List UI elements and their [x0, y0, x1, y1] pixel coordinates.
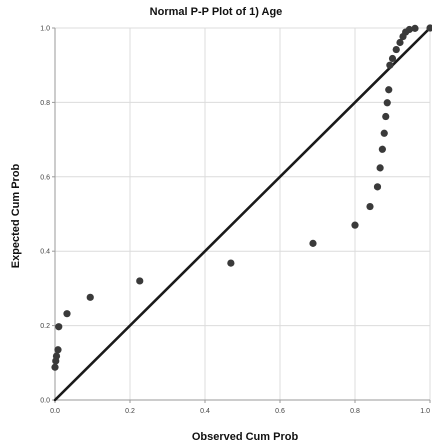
grid-lines	[55, 27, 431, 400]
x-tick-label-3: 0.6	[275, 408, 285, 415]
x-tick-label-4: 0.8	[350, 408, 360, 415]
axes	[54, 28, 430, 401]
y-tick-label-5: 1.0	[40, 26, 50, 33]
tick-labels: 0.0 0.2 0.4 0.6 0.8 1.0 0.0 0.2 0.4 0.6 0.8 1.0	[40, 26, 431, 415]
data-point-12	[373, 183, 382, 191]
x-tick-label-5: 1.0	[420, 408, 430, 415]
data-point-20	[388, 54, 397, 63]
data-point-18	[385, 86, 393, 94]
y-tick-label-3: 0.6	[40, 174, 50, 181]
y-tick-label-1: 0.2	[40, 323, 50, 330]
y-axis-label: Expected Cum Prob	[10, 163, 22, 268]
data-point-25	[405, 25, 413, 34]
x-tick-label-0: 0.0	[50, 408, 60, 415]
data-point-13	[376, 164, 384, 172]
data-points	[51, 24, 432, 371]
data-point-16	[382, 112, 390, 121]
reference-line-group	[53, 26, 432, 402]
y-tick-label-0: 0.0	[40, 398, 50, 405]
data-point-14	[378, 145, 386, 153]
data-point-8	[227, 259, 235, 267]
data-point-10	[351, 221, 359, 229]
x-tick-label-2: 0.4	[200, 408, 210, 415]
chart-title: Normal P-P Plot of 1) Age	[150, 6, 283, 18]
data-point-3	[54, 346, 62, 354]
data-point-11	[366, 202, 374, 211]
data-point-9	[309, 239, 317, 247]
data-point-19	[386, 61, 394, 69]
data-point-7	[136, 277, 144, 285]
y-tick-label-4: 0.8	[40, 100, 50, 107]
data-point-4	[55, 323, 63, 331]
y-tick-label-2: 0.4	[40, 249, 50, 256]
data-point-2	[52, 352, 61, 360]
data-point-6	[86, 293, 94, 301]
data-point-5	[63, 310, 71, 318]
reference-line	[53, 26, 432, 402]
data-point-26	[411, 24, 419, 32]
data-point-22	[396, 38, 404, 47]
data-point-17	[383, 99, 391, 107]
data-point-27	[426, 24, 432, 32]
data-point-0	[51, 363, 59, 371]
data-point-15	[380, 129, 388, 137]
x-tick-label-1: 0.2	[125, 408, 135, 415]
x-axis-label: Observed Cum Prob	[192, 431, 299, 443]
data-point-21	[392, 45, 400, 54]
